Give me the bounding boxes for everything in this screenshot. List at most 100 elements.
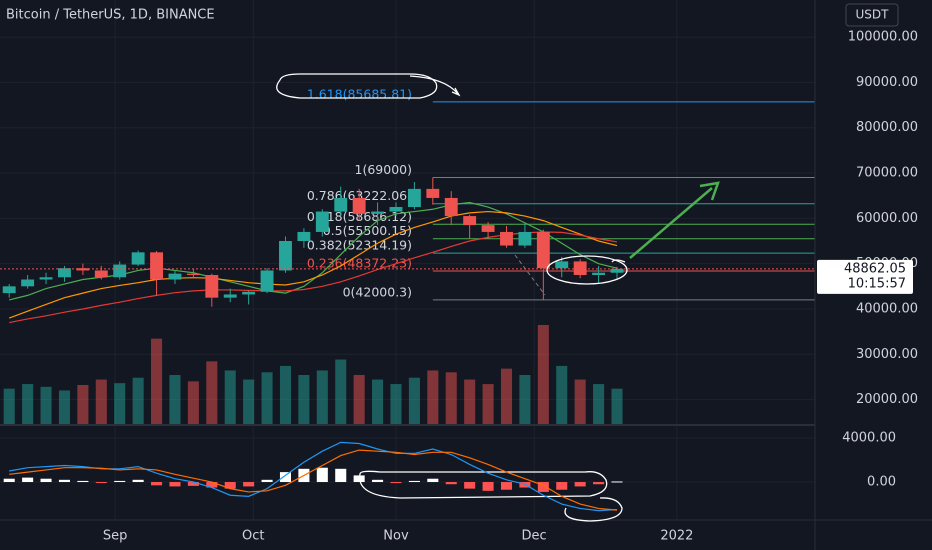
chart-title: Bitcoin / TetherUS, 1D, BINANCE (6, 8, 215, 23)
volume-bar (574, 379, 586, 425)
y-tick-label: 90000.00 (856, 75, 918, 90)
candle-body (39, 277, 53, 280)
annotation-ellipse (546, 255, 628, 285)
moving-average (9, 210, 618, 319)
candle-body (500, 231, 513, 246)
volume-bar (445, 372, 457, 425)
candle-body (58, 268, 71, 278)
candle-body (444, 197, 458, 217)
candle-body (555, 261, 569, 269)
macd-histogram-bar (316, 467, 328, 483)
currency-box[interactable] (845, 3, 899, 27)
candle-body (113, 264, 127, 278)
annotation-ellipse (359, 470, 608, 499)
currency[interactable]: USDT (856, 8, 890, 22)
macd-histogram-bar (500, 482, 513, 490)
macd-histogram-bar (206, 482, 218, 488)
last-price-box (817, 259, 913, 294)
macd-histogram-bar (611, 481, 623, 483)
y-tick-label: 40000.00 (856, 301, 918, 316)
candle-body (481, 225, 495, 232)
candle-body (94, 270, 108, 278)
macd-histogram-bar (353, 475, 365, 483)
x-tick-label: Sep (103, 529, 128, 544)
volume-bar (114, 383, 126, 425)
macd-histogram-bar (151, 482, 163, 486)
macd-histogram-bar (187, 482, 199, 486)
x-tick-label: Nov (383, 529, 409, 544)
volume-bar (335, 359, 347, 425)
arrow-line (629, 187, 713, 259)
green-arrow (629, 181, 720, 259)
candle-body (573, 261, 587, 275)
macd-histogram-bar (556, 482, 568, 490)
volume-bar (372, 379, 384, 425)
candle-body (518, 231, 532, 246)
candle-body (2, 286, 16, 294)
x-tick-label: Dec (522, 529, 547, 544)
annotations (276, 73, 628, 522)
macd-histogram-bar (427, 478, 439, 483)
countdown-label: 10:15:57 (848, 276, 906, 291)
macd-histogram-bar (224, 482, 236, 489)
candle-body (21, 279, 35, 287)
volume-bar (169, 375, 181, 425)
macd-histogram-bar (335, 468, 347, 483)
macd-histogram-bar (408, 480, 420, 483)
volume-bar (500, 368, 513, 425)
candle-body (297, 231, 311, 242)
fib-level-label: 0.5(55500.15) (323, 223, 412, 238)
candle-body (131, 252, 145, 265)
candle-body (407, 188, 421, 208)
volume-bar (427, 370, 439, 425)
volume-bar (390, 384, 402, 425)
last-price-label: 48862.05 (844, 261, 906, 276)
volume-bar (58, 390, 70, 425)
volume-bar (279, 365, 292, 425)
moving-average (9, 201, 618, 301)
candle-body (242, 291, 256, 295)
macd-histogram-bar (445, 482, 457, 485)
x-tick-label: 2022 (660, 529, 693, 544)
y-tick-label: 4000.00 (842, 430, 896, 445)
fib-level-label: 1.618(85685.81) (307, 86, 412, 101)
volume-bar (132, 377, 144, 425)
candle-body (592, 272, 606, 275)
y-tick-label: 80000.00 (856, 120, 918, 135)
annotation-ellipse (276, 73, 438, 99)
macd-histogram-bar (482, 482, 494, 491)
volume-bar (77, 385, 89, 425)
y-tick-label: 30000.00 (856, 347, 918, 362)
macd-histogram-bar (574, 482, 586, 487)
volume-bar (316, 370, 328, 425)
candle-body (334, 197, 348, 212)
y-tick-label: 70000.00 (856, 166, 918, 181)
macd-histogram-bar (40, 478, 52, 483)
annotation-arrow (611, 259, 626, 263)
macd-histogram-bar (390, 482, 402, 484)
volume-bar (22, 384, 34, 425)
volume-bar (243, 379, 255, 425)
volume-bar (519, 375, 531, 425)
annotation-arrow (409, 75, 461, 97)
macd-histogram-bar (77, 480, 89, 483)
candle-body (610, 268, 624, 273)
macd-histogram-bar (95, 482, 107, 484)
y-tick-label: 100000.00 (848, 30, 918, 45)
macd-histogram-bar (22, 477, 34, 483)
moving-average (9, 231, 618, 324)
fib-level-label: 0(42000.3) (343, 284, 412, 299)
candle-body (279, 241, 292, 271)
macd-histogram-bar (372, 479, 384, 483)
main-pane: 1.618(85685.81)1(69000)0.786(63222.06)0.… (2, 86, 815, 425)
candle-body (352, 197, 366, 214)
volume-bar (206, 361, 218, 425)
volume-bar (95, 379, 107, 425)
candle-body (426, 188, 440, 198)
candle-body (76, 268, 90, 271)
volume-bar (556, 365, 568, 425)
fib-level-label: 0.382(52314.19) (307, 238, 412, 253)
macd-histogram-bar (114, 480, 126, 483)
y-tick-label: 0.00 (867, 475, 896, 490)
